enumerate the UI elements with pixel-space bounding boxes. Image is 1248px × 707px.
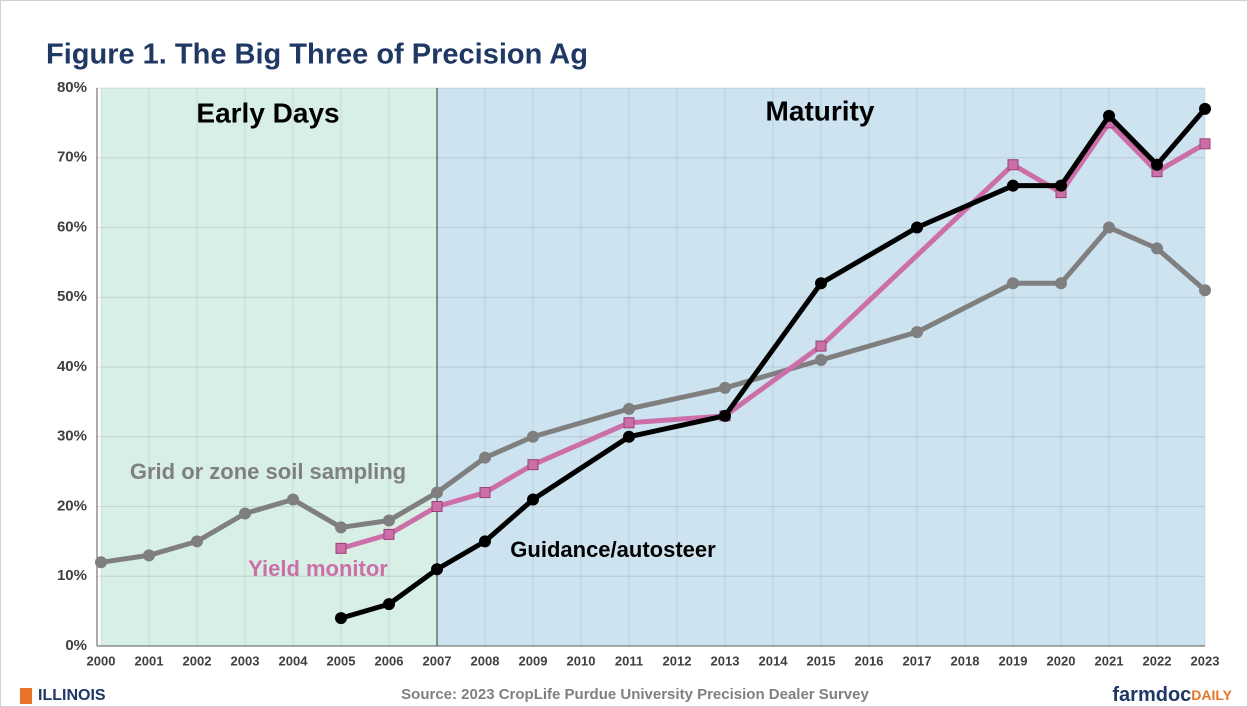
marker [527, 493, 539, 506]
marker [1151, 242, 1163, 255]
marker [335, 521, 347, 534]
y-tick-label: 30% [57, 428, 87, 445]
marker [527, 459, 539, 471]
marker [719, 409, 731, 422]
marker [383, 514, 395, 527]
x-tick-label: 2001 [135, 653, 164, 668]
x-tick-label: 2022 [1143, 653, 1172, 668]
brand-suffix: DAILY [1191, 687, 1232, 703]
y-tick-label: 0% [65, 637, 87, 654]
marker [911, 326, 923, 339]
y-tick-label: 20% [57, 497, 87, 514]
x-tick-label: 2009 [519, 653, 548, 668]
x-tick-label: 2010 [567, 653, 596, 668]
marker [623, 430, 635, 443]
x-tick-label: 2000 [87, 653, 116, 668]
series-label: Grid or zone soil sampling [130, 459, 406, 484]
x-tick-label: 2007 [423, 653, 452, 668]
marker [1055, 277, 1067, 290]
marker [815, 277, 827, 290]
marker [911, 221, 923, 234]
marker [1103, 109, 1115, 122]
marker [335, 542, 347, 554]
x-tick-label: 2002 [183, 653, 212, 668]
marker [527, 430, 539, 443]
chart-title: Figure 1. The Big Three of Precision Ag [46, 39, 588, 71]
series-label: Guidance/autosteer [510, 537, 716, 562]
y-tick-label: 60% [57, 218, 87, 235]
marker [479, 451, 491, 464]
marker [815, 354, 827, 367]
x-tick-label: 2006 [375, 653, 404, 668]
x-tick-label: 2020 [1047, 653, 1076, 668]
marker [431, 563, 443, 576]
brand: farmdocDAILY [1112, 684, 1232, 706]
x-tick-label: 2013 [711, 653, 740, 668]
marker [335, 612, 347, 625]
marker [1199, 138, 1211, 150]
logo-icon [20, 688, 32, 704]
marker [431, 486, 443, 499]
x-tick-label: 2016 [855, 653, 884, 668]
x-tick-label: 2019 [999, 653, 1028, 668]
x-tick-label: 2005 [327, 653, 356, 668]
series-line [340, 107, 1207, 621]
marker [431, 501, 443, 512]
x-tick-label: 2003 [231, 653, 260, 668]
plot-area: 2000 2001 2002 2003 2004 2005 2006 2007 2008 2009… [57, 79, 1219, 668]
marker [815, 340, 827, 352]
x-tick-label: 2008 [471, 653, 500, 668]
x-tick-label: 2021 [1095, 653, 1124, 668]
marker [239, 507, 251, 520]
y-tick-label: 40% [57, 358, 87, 375]
y-tick-label: 50% [57, 288, 87, 305]
source: Source: 2023 CropLife Purdue University … [401, 686, 869, 703]
marker [1007, 277, 1019, 290]
marker [1199, 284, 1211, 297]
x-tick-label: 2017 [903, 653, 932, 668]
x-tick-label: 2004 [279, 653, 309, 668]
brand-main: farmdoc [1112, 684, 1191, 706]
marker [1103, 221, 1115, 234]
marker [143, 549, 155, 562]
x-tick-label: 2011 [615, 653, 643, 668]
marker [1007, 159, 1019, 171]
marker [95, 556, 107, 569]
marker [719, 381, 731, 394]
series-label: Yield monitor [248, 556, 388, 581]
x-tick-label: 2014 [759, 653, 789, 668]
x-tick-label: 2018 [951, 653, 980, 668]
region-label: Early Days [196, 97, 339, 128]
footer-left: ILLINOIS [38, 687, 106, 704]
marker [287, 493, 299, 506]
marker [479, 487, 491, 499]
marker [383, 598, 395, 611]
marker [1199, 102, 1211, 115]
y-tick-label: 80% [57, 79, 87, 96]
y-tick-label: 10% [57, 567, 87, 584]
x-tick-label: 2023 [1191, 653, 1220, 668]
marker [1007, 179, 1019, 192]
region-label: Maturity [766, 95, 875, 126]
x-tick-label: 2015 [807, 653, 836, 668]
marker [1055, 179, 1067, 192]
region [437, 88, 1205, 646]
marker [1151, 158, 1163, 171]
y-tick-label: 70% [57, 149, 87, 166]
marker [383, 528, 395, 540]
marker [479, 535, 491, 548]
marker [191, 535, 203, 548]
x-tick-label: 2012 [663, 653, 692, 668]
marker [623, 417, 635, 429]
marker [623, 402, 635, 415]
